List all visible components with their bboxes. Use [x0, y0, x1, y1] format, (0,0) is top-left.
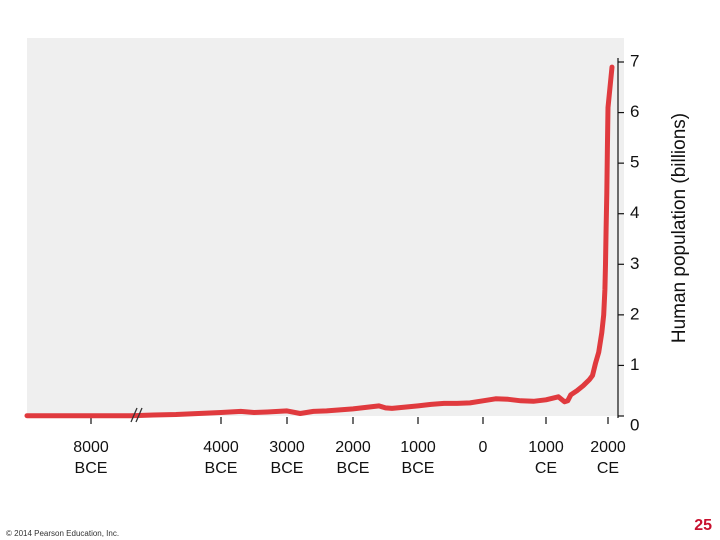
page-number: 25: [694, 517, 712, 534]
x-tick-era-label: BCE: [337, 460, 370, 477]
y-tick-label: 6: [630, 102, 639, 121]
y-tick-label: 0: [630, 415, 639, 434]
x-tick-label: 8000: [73, 439, 109, 456]
plot-panel: [27, 38, 624, 416]
x-tick-label: 1000: [400, 439, 436, 456]
x-tick-label: 2000: [335, 439, 371, 456]
x-tick-era-label: CE: [597, 460, 619, 477]
x-axis: 8000 BCE 4000 BCE 3000 BCE 2000 BCE 1000 BCE 0 1000…: [73, 417, 626, 477]
x-tick-label: 0: [479, 439, 488, 456]
x-tick-label: 1000: [528, 439, 564, 456]
y-axis-label: Human population (billions): [669, 113, 690, 343]
y-tick-label: 4: [630, 203, 639, 222]
y-tick-label: 2: [630, 304, 639, 323]
x-tick-label: 4000: [203, 439, 239, 456]
axis-break-marker: [130, 407, 143, 423]
copyright-notice: © 2014 Pearson Education, Inc.: [6, 529, 120, 538]
y-tick-label: 5: [630, 153, 639, 172]
y-tick-label: 3: [630, 254, 639, 273]
x-tick-era-label: BCE: [271, 460, 304, 477]
x-tick-label: 2000: [590, 439, 626, 456]
y-tick-label: 1: [630, 355, 639, 374]
y-axis: 0 1 2 3 4 5 6 7: [617, 51, 639, 434]
x-tick-era-label: BCE: [75, 460, 108, 477]
population-series-line: [24, 64, 615, 419]
x-tick-era-label: CE: [535, 460, 557, 477]
x-tick-label: 3000: [269, 439, 305, 456]
x-tick-era-label: BCE: [402, 460, 435, 477]
x-tick-era-label: BCE: [205, 460, 238, 477]
y-tick-label: 7: [630, 51, 639, 70]
